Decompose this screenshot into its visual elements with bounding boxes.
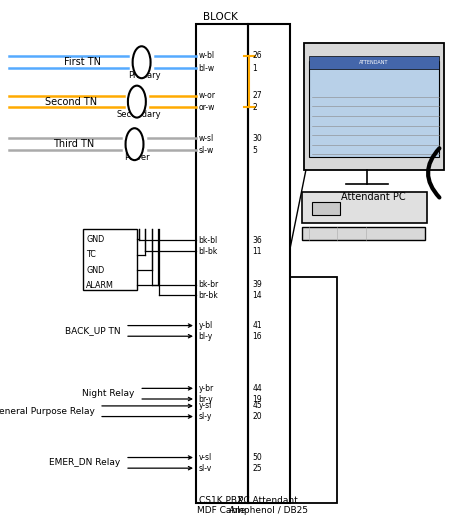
- Text: w-bl: w-bl: [199, 52, 215, 60]
- Text: w-sl: w-sl: [199, 134, 214, 143]
- Text: Attendant PC: Attendant PC: [341, 192, 405, 202]
- Text: ALARM: ALARM: [86, 281, 114, 290]
- Bar: [309, 56, 439, 69]
- Text: 39: 39: [253, 280, 262, 289]
- Text: sl-v: sl-v: [199, 464, 212, 472]
- Bar: [196, 24, 248, 503]
- Text: 44: 44: [253, 384, 262, 393]
- Text: CS1K PBX
MDF Cable: CS1K PBX MDF Cable: [197, 496, 245, 515]
- Ellipse shape: [128, 86, 146, 118]
- Text: Primary: Primary: [127, 71, 160, 80]
- Text: 30: 30: [253, 134, 262, 143]
- Text: Secondary: Secondary: [117, 111, 161, 119]
- Text: Third TN: Third TN: [53, 139, 94, 149]
- Text: Second TN: Second TN: [45, 97, 97, 106]
- Bar: [302, 227, 425, 240]
- Text: 41: 41: [253, 321, 262, 330]
- Text: y-br: y-br: [199, 384, 214, 393]
- Text: Power: Power: [124, 153, 150, 162]
- Text: w-or: w-or: [199, 92, 216, 100]
- Text: 27: 27: [253, 92, 262, 100]
- Text: bl-y: bl-y: [199, 332, 213, 340]
- Text: BLOCK: BLOCK: [203, 12, 238, 22]
- Text: Night Relay: Night Relay: [82, 389, 135, 398]
- Text: 16: 16: [253, 332, 262, 340]
- Text: bl-w: bl-w: [199, 64, 215, 72]
- Text: sl-y: sl-y: [199, 412, 212, 421]
- Text: General Purpose Relay: General Purpose Relay: [0, 407, 94, 415]
- Text: 14: 14: [253, 291, 262, 300]
- Text: 11: 11: [253, 247, 262, 255]
- Text: sl-w: sl-w: [199, 146, 214, 154]
- Bar: [309, 61, 439, 157]
- Bar: [248, 24, 290, 503]
- Text: First TN: First TN: [65, 57, 101, 67]
- Text: EMER_DN Relay: EMER_DN Relay: [49, 459, 120, 467]
- Text: bl-bk: bl-bk: [199, 247, 218, 255]
- Text: 26: 26: [253, 52, 262, 60]
- Text: PC Attendant
Amphenol / DB25: PC Attendant Amphenol / DB25: [228, 496, 308, 515]
- Text: br-bk: br-bk: [199, 291, 219, 300]
- Text: v-sl: v-sl: [199, 453, 212, 462]
- Text: TC: TC: [86, 250, 96, 259]
- Text: GND: GND: [86, 235, 105, 244]
- Text: bk-br: bk-br: [199, 280, 219, 289]
- Text: 1: 1: [253, 64, 257, 72]
- Text: 2: 2: [253, 103, 257, 112]
- Bar: [302, 192, 427, 223]
- Text: 25: 25: [253, 464, 262, 472]
- Text: 19: 19: [253, 395, 262, 403]
- Bar: [83, 229, 137, 290]
- Text: 50: 50: [253, 453, 262, 462]
- Bar: [312, 202, 340, 215]
- Bar: [304, 43, 444, 170]
- Bar: [290, 277, 337, 503]
- Text: bk-bl: bk-bl: [199, 236, 218, 245]
- Text: or-w: or-w: [199, 103, 215, 112]
- Ellipse shape: [133, 46, 151, 78]
- Text: y-bl: y-bl: [199, 321, 213, 330]
- Text: y-sl: y-sl: [199, 402, 212, 410]
- Text: GND: GND: [86, 265, 105, 275]
- Text: br-y: br-y: [199, 395, 213, 403]
- Text: 5: 5: [253, 146, 257, 154]
- Text: ATTENDANT: ATTENDANT: [359, 60, 389, 65]
- Text: 20: 20: [253, 412, 262, 421]
- Text: 36: 36: [253, 236, 262, 245]
- Ellipse shape: [126, 128, 143, 160]
- Text: 45: 45: [253, 402, 262, 410]
- Text: BACK_UP TN: BACK_UP TN: [65, 327, 120, 335]
